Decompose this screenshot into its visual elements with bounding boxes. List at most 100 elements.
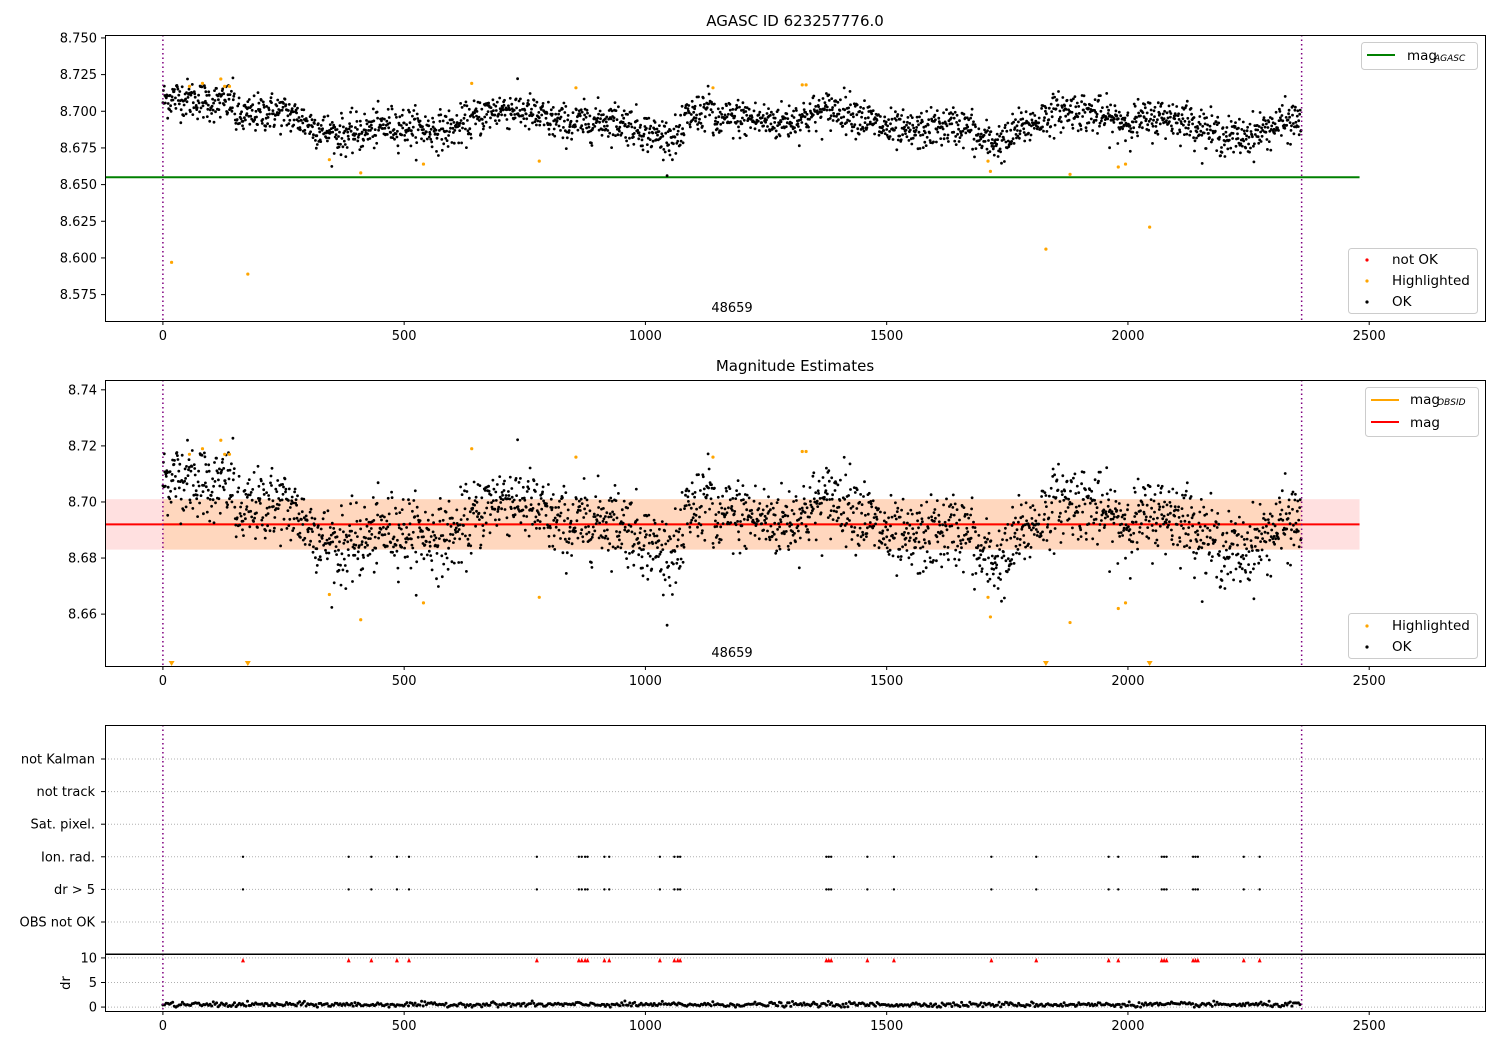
ok-data-point <box>825 466 828 470</box>
ok-data-point <box>1120 522 1124 526</box>
ok-data-point <box>435 150 438 153</box>
ok-data-point <box>1256 128 1260 132</box>
ok-data-point <box>779 120 783 124</box>
ok-data-point <box>582 97 586 101</box>
highlighted-data-point <box>187 84 192 88</box>
ok-data-point <box>738 492 741 496</box>
ok-data-point <box>653 521 657 525</box>
ok-data-point <box>869 500 873 503</box>
ok-data-point <box>928 139 932 142</box>
ok-data-point <box>1153 510 1156 514</box>
ok-data-point <box>700 112 703 115</box>
ok-data-point <box>916 519 919 523</box>
ok-data-point <box>858 500 862 504</box>
ok-data-point <box>808 117 811 121</box>
ok-data-point <box>725 104 728 107</box>
ok-data-point <box>831 493 834 497</box>
ok-data-point <box>1158 112 1162 116</box>
ok-data-point <box>498 475 502 478</box>
ok-data-point <box>487 101 490 105</box>
ok-data-point <box>1064 510 1068 513</box>
ok-data-point <box>318 540 322 543</box>
ok-data-point <box>1210 114 1214 117</box>
ok-data-point <box>904 128 908 132</box>
ok-data-point <box>676 558 680 561</box>
ok-data-point <box>216 471 220 475</box>
ok-data-point <box>842 86 846 90</box>
ok-data-point <box>1185 544 1189 547</box>
ok-data-point <box>970 113 973 117</box>
ok-data-point <box>935 140 938 144</box>
ok-data-point <box>1251 110 1255 113</box>
ok-data-point <box>1151 124 1155 128</box>
ok-data-point <box>875 118 879 122</box>
ok-data-point <box>940 143 944 147</box>
ok-data-point <box>596 474 600 478</box>
ok-data-point <box>567 129 571 132</box>
ok-data-point <box>237 474 241 478</box>
ok-data-point <box>319 527 323 531</box>
ok-data-point <box>1252 597 1256 601</box>
ok-data-point <box>1197 521 1201 525</box>
ok-data-point <box>987 556 990 560</box>
ok-data-point <box>770 110 773 114</box>
ok-data-point <box>863 480 866 484</box>
ok-data-point <box>918 571 922 575</box>
ok-data-point <box>1134 120 1138 124</box>
ok-data-point <box>1243 543 1247 546</box>
ok-data-point <box>1292 132 1296 136</box>
ok-data-point <box>632 142 636 146</box>
ok-data-point <box>386 496 390 500</box>
ok-data-point <box>385 133 389 136</box>
ok-data-point <box>491 98 495 102</box>
ok-data-point <box>1212 524 1216 528</box>
ok-data-point <box>749 516 753 519</box>
ok-data-point <box>1168 520 1171 524</box>
ok-data-point <box>1137 111 1140 115</box>
ok-data-point <box>350 529 353 533</box>
ok-data-point <box>925 109 929 113</box>
ok-data-point <box>782 511 785 514</box>
ok-data-point <box>1166 116 1170 120</box>
ok-data-point <box>538 120 542 123</box>
ok-data-point <box>263 128 267 132</box>
ok-data-point <box>335 137 338 141</box>
ok-data-point <box>218 484 222 488</box>
ok-data-point <box>780 481 783 485</box>
ok-data-point <box>813 521 817 525</box>
ok-data-point <box>1001 129 1004 133</box>
ok-data-point <box>815 502 819 505</box>
ok-data-point <box>265 113 269 116</box>
x-tick-label: 0 <box>159 674 167 689</box>
ok-data-point <box>678 527 682 531</box>
ok-data-point <box>222 488 226 492</box>
ok-data-point <box>1279 513 1282 516</box>
ok-data-point <box>977 556 981 560</box>
ok-data-point <box>189 110 192 113</box>
ok-data-point <box>340 504 343 508</box>
ok-data-point <box>977 127 981 131</box>
ok-data-point <box>452 521 456 525</box>
highlighted-legend-marker <box>1365 279 1369 283</box>
ok-data-point <box>604 521 608 524</box>
ok-data-point <box>1091 537 1095 541</box>
ok-data-point <box>267 494 270 497</box>
ok-data-point <box>673 550 677 553</box>
ok-data-point <box>441 518 445 522</box>
ok-data-point <box>989 130 993 134</box>
ok-data-point <box>333 125 337 129</box>
ok-data-point <box>563 111 567 114</box>
ok-data-point <box>635 518 639 522</box>
ok-data-point <box>493 113 497 117</box>
ok-data-point <box>886 124 889 128</box>
flag-marker <box>1035 888 1038 891</box>
ok-data-point <box>562 484 566 488</box>
ok-data-point <box>301 523 305 526</box>
ok-data-point <box>638 126 642 129</box>
flag-marker <box>829 888 833 891</box>
ok-data-point <box>622 109 626 113</box>
ok-data-point <box>449 126 452 130</box>
ok-data-point <box>326 557 329 561</box>
ok-data-point <box>808 102 812 106</box>
ok-data-point <box>1200 546 1204 550</box>
